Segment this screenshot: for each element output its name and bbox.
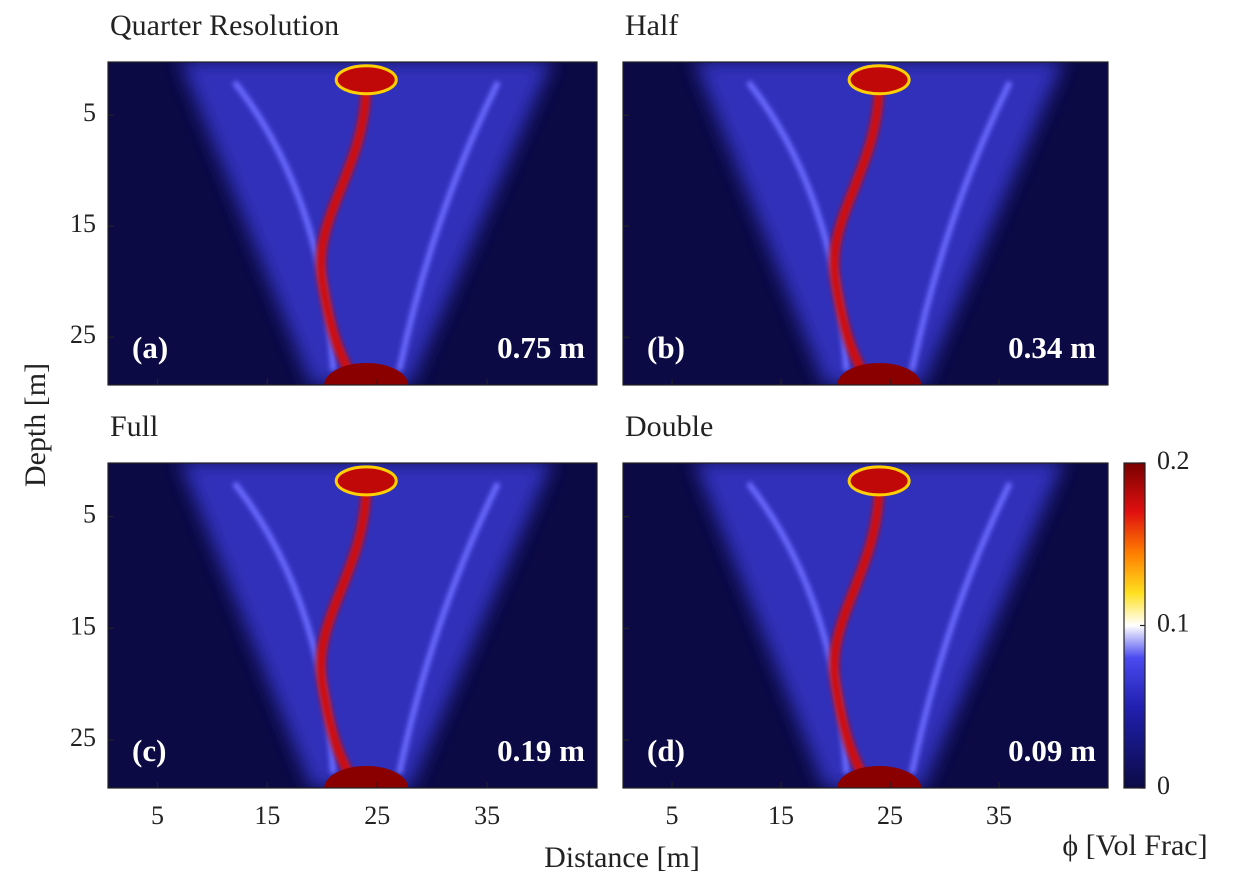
x-tick-label: 35 [474, 801, 500, 830]
y-tick-label: 5 [83, 500, 96, 529]
colorbar-tick-label: 0 [1157, 771, 1170, 800]
y-tick-label: 15 [70, 611, 96, 640]
panel-title: Quarter Resolution [110, 9, 339, 42]
plume-head [847, 64, 911, 96]
panel-label: (a) [132, 330, 168, 365]
plume-head [847, 465, 911, 497]
colorbar-tick-label: 0.1 [1157, 608, 1190, 637]
panel-frame [107, 462, 598, 789]
colorbar-tick-label: 0.2 [1157, 446, 1190, 475]
panel-title: Double [625, 410, 713, 443]
resolution-label: 0.34 m [1008, 330, 1096, 365]
panel-frame [622, 61, 1109, 386]
panel-frame [622, 462, 1109, 789]
y-tick-label: 5 [83, 98, 96, 127]
panel-label: (c) [132, 733, 166, 768]
colorbar-label: ϕ [Vol Frac] [1062, 829, 1207, 862]
plume [829, 81, 885, 385]
field [108, 62, 597, 385]
resolution-label: 0.19 m [497, 733, 585, 768]
plume-base [837, 766, 922, 788]
resolution-label: 0.09 m [1008, 733, 1096, 768]
plume-base [324, 363, 409, 385]
plume-base [837, 363, 922, 385]
x-axis-label: Distance [m] [544, 841, 700, 874]
panel-label: (d) [647, 733, 685, 768]
panel-title: Half [625, 9, 678, 42]
y-tick-label: 15 [70, 209, 96, 238]
x-tick-label: 25 [364, 801, 390, 830]
y-tick-label: 25 [70, 723, 96, 752]
plume-head [334, 64, 398, 96]
x-tick-label: 15 [768, 801, 794, 830]
plume-base [324, 766, 409, 788]
y-axis-label: Depth [m] [19, 363, 52, 487]
panel-label: (b) [647, 330, 685, 365]
x-tick-label: 5 [151, 801, 164, 830]
field [108, 463, 597, 788]
panel-frame [107, 61, 598, 386]
y-tick-label: 25 [70, 320, 96, 349]
plume [829, 483, 885, 788]
plume [315, 81, 372, 385]
plume [315, 483, 372, 788]
resolution-label: 0.75 m [497, 330, 585, 365]
x-tick-label: 25 [877, 801, 903, 830]
x-tick-label: 5 [666, 801, 679, 830]
plume-head [334, 465, 398, 497]
x-tick-label: 35 [986, 801, 1012, 830]
panel-title: Full [110, 410, 158, 443]
x-tick-label: 15 [254, 801, 280, 830]
field [623, 463, 1108, 788]
field [623, 62, 1108, 385]
